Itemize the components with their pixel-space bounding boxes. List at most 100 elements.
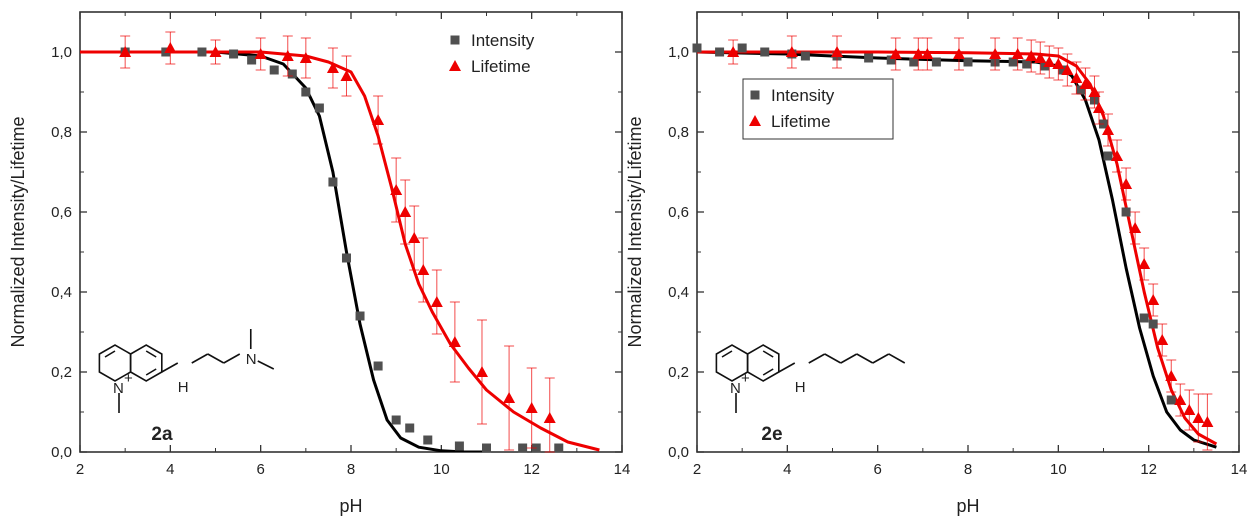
plot-frame: [79, 11, 623, 453]
legend-label-lifetime: Lifetime: [471, 57, 531, 76]
double-bond: [104, 350, 116, 358]
legend: Intensity Lifetime: [742, 78, 894, 140]
ring-right: [746, 344, 780, 382]
point-lifetime: [119, 46, 132, 57]
x-tick-label: 10: [1050, 461, 1067, 478]
point-intensity: [1076, 85, 1086, 95]
x-tick-label: 6: [873, 461, 881, 478]
point-lifetime: [503, 392, 516, 403]
fit-line-lifetime-fit: [697, 50, 1218, 446]
x-tick-label: 6: [256, 461, 264, 478]
point-intensity: [301, 87, 311, 97]
ring-nitrogen-label: N: [730, 380, 741, 397]
x-tick-label: 8: [347, 461, 355, 478]
point-intensity: [554, 443, 564, 453]
y-tick-label: 0,8: [51, 124, 72, 141]
point-intensity: [197, 47, 207, 57]
point-intensity: [1148, 319, 1158, 329]
chain-bond: [808, 353, 826, 364]
point-lifetime: [299, 52, 312, 63]
legend-label-lifetime: Lifetime: [771, 112, 831, 131]
point-lifetime: [417, 264, 430, 275]
point-lifetime: [1052, 58, 1065, 69]
point-intensity: [963, 57, 973, 67]
point-intensity: [864, 53, 874, 63]
point-lifetime: [1138, 258, 1151, 269]
molecule-structure: N+HN: [98, 329, 275, 413]
point-intensity: [355, 311, 365, 321]
double-bond: [762, 350, 774, 358]
point-lifetime: [1102, 124, 1115, 135]
point-lifetime: [475, 366, 488, 377]
point-lifetime: [1061, 64, 1074, 75]
x-tick-label: 14: [1231, 461, 1248, 478]
point-lifetime: [390, 184, 403, 195]
point-intensity: [314, 103, 324, 113]
x-tick-label: 4: [166, 461, 174, 478]
point-lifetime: [1079, 78, 1092, 89]
chain-bond: [824, 353, 842, 364]
legend-label-intensity: Intensity: [471, 31, 535, 50]
point-lifetime: [1129, 222, 1142, 233]
point-intensity: [423, 435, 433, 445]
point-lifetime: [1111, 150, 1124, 161]
point-intensity: [692, 43, 702, 53]
point-intensity: [1103, 151, 1113, 161]
x-tick-label: 8: [964, 461, 972, 478]
y-tick-label: 0,0: [668, 444, 689, 461]
point-intensity: [287, 69, 297, 79]
y-tick-label: 0,4: [668, 284, 689, 301]
point-lifetime: [1043, 56, 1056, 67]
chain-bond: [207, 353, 225, 364]
x-tick-label: 12: [1140, 461, 1157, 478]
point-intensity: [229, 49, 239, 59]
point-lifetime: [1201, 416, 1214, 427]
point-intensity: [1166, 395, 1176, 405]
point-lifetime: [727, 46, 740, 57]
point-lifetime: [1174, 394, 1187, 405]
point-lifetime: [1156, 334, 1169, 345]
point-lifetime: [912, 48, 925, 59]
point-intensity: [800, 51, 810, 61]
point-intensity: [1121, 207, 1131, 217]
x-tick-label: 14: [614, 461, 631, 478]
nh-label: H: [795, 379, 806, 396]
point-lifetime: [1011, 48, 1024, 59]
point-lifetime: [399, 206, 412, 217]
y-tick-label: 0,0: [51, 444, 72, 461]
point-lifetime: [525, 402, 538, 413]
point-lifetime: [1165, 370, 1178, 381]
point-lifetime: [340, 70, 353, 81]
chain-bond: [872, 353, 890, 364]
point-lifetime: [1070, 72, 1083, 83]
double-bond: [762, 368, 774, 376]
point-intensity: [886, 55, 896, 65]
point-lifetime: [254, 48, 267, 59]
compound-label: 2a: [151, 424, 173, 445]
point-intensity: [909, 57, 919, 67]
double-bond: [721, 350, 733, 358]
point-intensity: [1008, 57, 1018, 67]
chain-bond: [223, 353, 241, 364]
point-lifetime: [209, 46, 222, 57]
y-axis-label: Normalized Intensity/Lifetime: [625, 116, 645, 347]
chart-panel-2a: 2 4 6 8 10 12 14 0,0 0,2 0,4 0,6 0,8 1,0 pH Normalized…: [8, 11, 631, 516]
double-bond: [145, 368, 157, 376]
charge-label: +: [124, 370, 133, 387]
ring-nitrogen-label: N: [113, 380, 124, 397]
x-tick-label: 12: [523, 461, 540, 478]
point-intensity: [405, 423, 415, 433]
point-intensity: [1139, 313, 1149, 323]
point-intensity: [1022, 59, 1032, 69]
y-tick-label: 1,0: [51, 44, 72, 61]
point-lifetime: [1120, 178, 1133, 189]
y-tick-label: 0,6: [668, 204, 689, 221]
fit-line-intensity-fit: [80, 50, 487, 452]
point-lifetime: [1183, 404, 1196, 415]
chain-bond: [840, 353, 858, 364]
point-intensity: [760, 47, 770, 57]
point-lifetime: [326, 62, 339, 73]
point-intensity: [391, 415, 401, 425]
